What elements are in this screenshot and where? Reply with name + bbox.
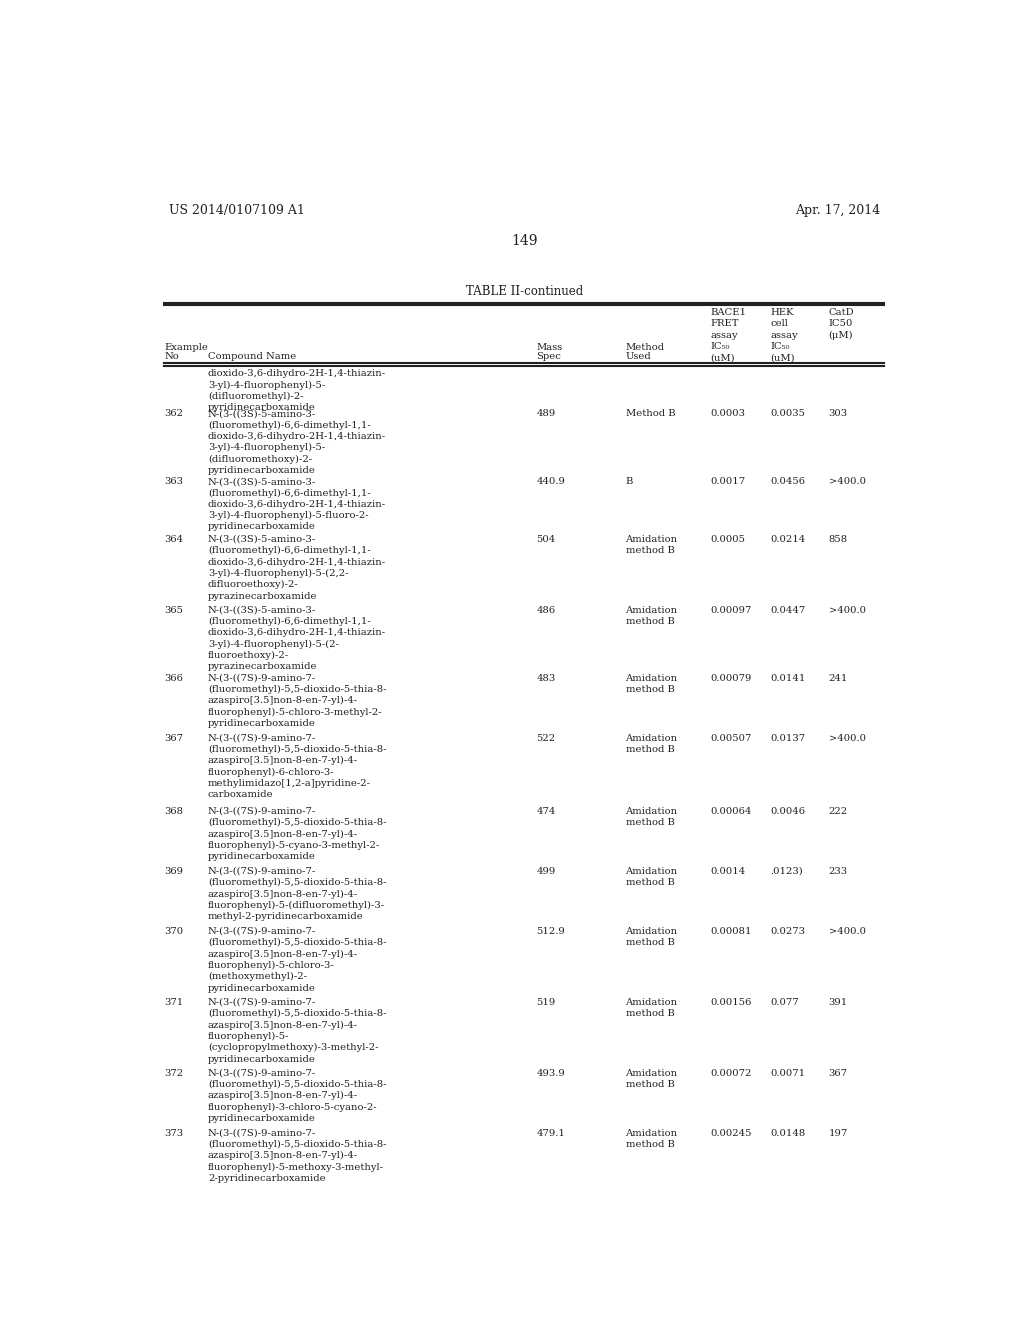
- Text: 479.1: 479.1: [537, 1129, 565, 1138]
- Text: 0.0017: 0.0017: [710, 478, 745, 486]
- Text: Amidation
method B: Amidation method B: [626, 867, 678, 887]
- Text: N-(3-((3S)-5-amino-3-
(fluoromethyl)-6,6-dimethyl-1,1-
dioxido-3,6-dihydro-2H-1,: N-(3-((3S)-5-amino-3- (fluoromethyl)-6,6…: [208, 409, 386, 475]
- Text: 504: 504: [537, 535, 556, 544]
- Text: Amidation
method B: Amidation method B: [626, 734, 678, 754]
- Text: >400.0: >400.0: [828, 734, 865, 743]
- Text: 0.0014: 0.0014: [710, 867, 745, 875]
- Text: 0.00156: 0.00156: [710, 998, 752, 1007]
- Text: 362: 362: [165, 409, 183, 418]
- Text: Used: Used: [626, 352, 651, 362]
- Text: 0.00245: 0.00245: [710, 1129, 752, 1138]
- Text: N-(3-((7S)-9-amino-7-
(fluoromethyl)-5,5-dioxido-5-thia-8-
azaspiro[3.5]non-8-en: N-(3-((7S)-9-amino-7- (fluoromethyl)-5,5…: [208, 1129, 386, 1183]
- Text: TABLE II-continued: TABLE II-continued: [466, 285, 584, 298]
- Text: N-(3-((3S)-5-amino-3-
(fluoromethyl)-6,6-dimethyl-1,1-
dioxido-3,6-dihydro-2H-1,: N-(3-((3S)-5-amino-3- (fluoromethyl)-6,6…: [208, 478, 386, 532]
- Text: 0.00081: 0.00081: [710, 927, 752, 936]
- Text: 522: 522: [537, 734, 556, 743]
- Text: 222: 222: [828, 807, 848, 816]
- Text: >400.0: >400.0: [828, 478, 865, 486]
- Text: N-(3-((7S)-9-amino-7-
(fluoromethyl)-5,5-dioxido-5-thia-8-
azaspiro[3.5]non-8-en: N-(3-((7S)-9-amino-7- (fluoromethyl)-5,5…: [208, 673, 386, 729]
- Text: BACE1
FRET
assay
IC₅₀
(uM): BACE1 FRET assay IC₅₀ (uM): [710, 308, 746, 363]
- Text: 0.0137: 0.0137: [770, 734, 806, 743]
- Text: 366: 366: [165, 673, 183, 682]
- Text: 440.9: 440.9: [537, 478, 565, 486]
- Text: 0.0273: 0.0273: [770, 927, 806, 936]
- Text: 241: 241: [828, 673, 848, 682]
- Text: 858: 858: [828, 535, 848, 544]
- Text: 367: 367: [828, 1069, 848, 1077]
- Text: N-(3-((7S)-9-amino-7-
(fluoromethyl)-5,5-dioxido-5-thia-8-
azaspiro[3.5]non-8-en: N-(3-((7S)-9-amino-7- (fluoromethyl)-5,5…: [208, 1069, 386, 1123]
- Text: 0.0148: 0.0148: [770, 1129, 806, 1138]
- Text: 372: 372: [165, 1069, 183, 1077]
- Text: 0.00072: 0.00072: [710, 1069, 752, 1077]
- Text: Amidation
method B: Amidation method B: [626, 673, 678, 694]
- Text: Spec: Spec: [537, 352, 561, 362]
- Text: Amidation
method B: Amidation method B: [626, 1069, 678, 1089]
- Text: N-(3-((7S)-9-amino-7-
(fluoromethyl)-5,5-dioxido-5-thia-8-
azaspiro[3.5]non-8-en: N-(3-((7S)-9-amino-7- (fluoromethyl)-5,5…: [208, 867, 386, 921]
- Text: Example: Example: [165, 343, 208, 352]
- Text: 233: 233: [828, 867, 848, 875]
- Text: 0.00079: 0.00079: [710, 673, 752, 682]
- Text: HEK
cell
assay
IC₅₀
(uM): HEK cell assay IC₅₀ (uM): [770, 308, 798, 363]
- Text: 0.0456: 0.0456: [770, 478, 806, 486]
- Text: 371: 371: [165, 998, 183, 1007]
- Text: Amidation
method B: Amidation method B: [626, 535, 678, 556]
- Text: US 2014/0107109 A1: US 2014/0107109 A1: [169, 203, 305, 216]
- Text: 365: 365: [165, 606, 183, 615]
- Text: 0.00507: 0.00507: [710, 734, 752, 743]
- Text: Compound Name: Compound Name: [208, 352, 296, 362]
- Text: 0.00064: 0.00064: [710, 807, 752, 816]
- Text: 474: 474: [537, 807, 556, 816]
- Text: 197: 197: [828, 1129, 848, 1138]
- Text: 512.9: 512.9: [537, 927, 565, 936]
- Text: 369: 369: [165, 867, 183, 875]
- Text: No: No: [165, 352, 179, 362]
- Text: 0.0447: 0.0447: [770, 606, 806, 615]
- Text: 363: 363: [165, 478, 183, 486]
- Text: 373: 373: [165, 1129, 183, 1138]
- Text: 370: 370: [165, 927, 183, 936]
- Text: 364: 364: [165, 535, 183, 544]
- Text: 0.0214: 0.0214: [770, 535, 806, 544]
- Text: Amidation
method B: Amidation method B: [626, 606, 678, 626]
- Text: 486: 486: [537, 606, 556, 615]
- Text: .0123): .0123): [770, 867, 803, 875]
- Text: N-(3-((3S)-5-amino-3-
(fluoromethyl)-6,6-dimethyl-1,1-
dioxido-3,6-dihydro-2H-1,: N-(3-((3S)-5-amino-3- (fluoromethyl)-6,6…: [208, 535, 386, 601]
- Text: 0.0003: 0.0003: [710, 409, 745, 418]
- Text: 489: 489: [537, 409, 556, 418]
- Text: Amidation
method B: Amidation method B: [626, 927, 678, 948]
- Text: 391: 391: [828, 998, 848, 1007]
- Text: Method B: Method B: [626, 409, 675, 418]
- Text: Apr. 17, 2014: Apr. 17, 2014: [796, 203, 881, 216]
- Text: N-(3-((7S)-9-amino-7-
(fluoromethyl)-5,5-dioxido-5-thia-8-
azaspiro[3.5]non-8-en: N-(3-((7S)-9-amino-7- (fluoromethyl)-5,5…: [208, 734, 386, 800]
- Text: Amidation
method B: Amidation method B: [626, 807, 678, 826]
- Text: 367: 367: [165, 734, 183, 743]
- Text: 0.0035: 0.0035: [770, 409, 806, 418]
- Text: 0.0046: 0.0046: [770, 807, 806, 816]
- Text: 303: 303: [828, 409, 848, 418]
- Text: CatD
IC50
(μM): CatD IC50 (μM): [828, 308, 854, 339]
- Text: 493.9: 493.9: [537, 1069, 565, 1077]
- Text: 519: 519: [537, 998, 556, 1007]
- Text: 0.077: 0.077: [770, 998, 799, 1007]
- Text: 499: 499: [537, 867, 556, 875]
- Text: N-(3-((7S)-9-amino-7-
(fluoromethyl)-5,5-dioxido-5-thia-8-
azaspiro[3.5]non-8-en: N-(3-((7S)-9-amino-7- (fluoromethyl)-5,5…: [208, 807, 386, 861]
- Text: >400.0: >400.0: [828, 927, 865, 936]
- Text: Method: Method: [626, 343, 665, 352]
- Text: 0.0071: 0.0071: [770, 1069, 806, 1077]
- Text: N-(3-((7S)-9-amino-7-
(fluoromethyl)-5,5-dioxido-5-thia-8-
azaspiro[3.5]non-8-en: N-(3-((7S)-9-amino-7- (fluoromethyl)-5,5…: [208, 998, 386, 1064]
- Text: 0.0141: 0.0141: [770, 673, 806, 682]
- Text: 0.0005: 0.0005: [710, 535, 745, 544]
- Text: >400.0: >400.0: [828, 606, 865, 615]
- Text: Amidation
method B: Amidation method B: [626, 998, 678, 1018]
- Text: Amidation
method B: Amidation method B: [626, 1129, 678, 1148]
- Text: dioxido-3,6-dihydro-2H-1,4-thiazin-
3-yl)-4-fluorophenyl)-5-
(difluoromethyl)-2-: dioxido-3,6-dihydro-2H-1,4-thiazin- 3-yl…: [208, 370, 386, 412]
- Text: B: B: [626, 478, 633, 486]
- Text: 483: 483: [537, 673, 556, 682]
- Text: N-(3-((3S)-5-amino-3-
(fluoromethyl)-6,6-dimethyl-1,1-
dioxido-3,6-dihydro-2H-1,: N-(3-((3S)-5-amino-3- (fluoromethyl)-6,6…: [208, 606, 386, 672]
- Text: Mass: Mass: [537, 343, 562, 352]
- Text: N-(3-((7S)-9-amino-7-
(fluoromethyl)-5,5-dioxido-5-thia-8-
azaspiro[3.5]non-8-en: N-(3-((7S)-9-amino-7- (fluoromethyl)-5,5…: [208, 927, 386, 993]
- Text: 149: 149: [512, 234, 538, 248]
- Text: 368: 368: [165, 807, 183, 816]
- Text: 0.00097: 0.00097: [710, 606, 752, 615]
